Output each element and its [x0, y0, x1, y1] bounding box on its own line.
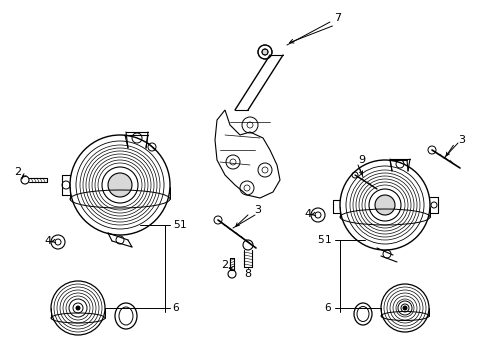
Circle shape: [403, 306, 407, 310]
Text: 7: 7: [335, 13, 342, 23]
Text: 5: 5: [172, 220, 179, 230]
Text: 5: 5: [318, 235, 324, 245]
Text: 3: 3: [254, 205, 262, 215]
Text: 3: 3: [459, 135, 466, 145]
Text: 2: 2: [14, 167, 22, 177]
Text: 8: 8: [245, 269, 251, 279]
Circle shape: [262, 49, 268, 55]
Circle shape: [108, 173, 132, 197]
Text: 4: 4: [45, 236, 51, 246]
Text: 6: 6: [172, 303, 179, 313]
Circle shape: [76, 306, 80, 310]
Text: 9: 9: [359, 155, 366, 165]
Text: 2: 2: [221, 260, 228, 270]
Text: 1: 1: [180, 220, 186, 230]
Circle shape: [375, 195, 395, 215]
Text: 6: 6: [325, 303, 331, 313]
Text: 4: 4: [304, 209, 312, 219]
Text: 1: 1: [325, 235, 331, 245]
